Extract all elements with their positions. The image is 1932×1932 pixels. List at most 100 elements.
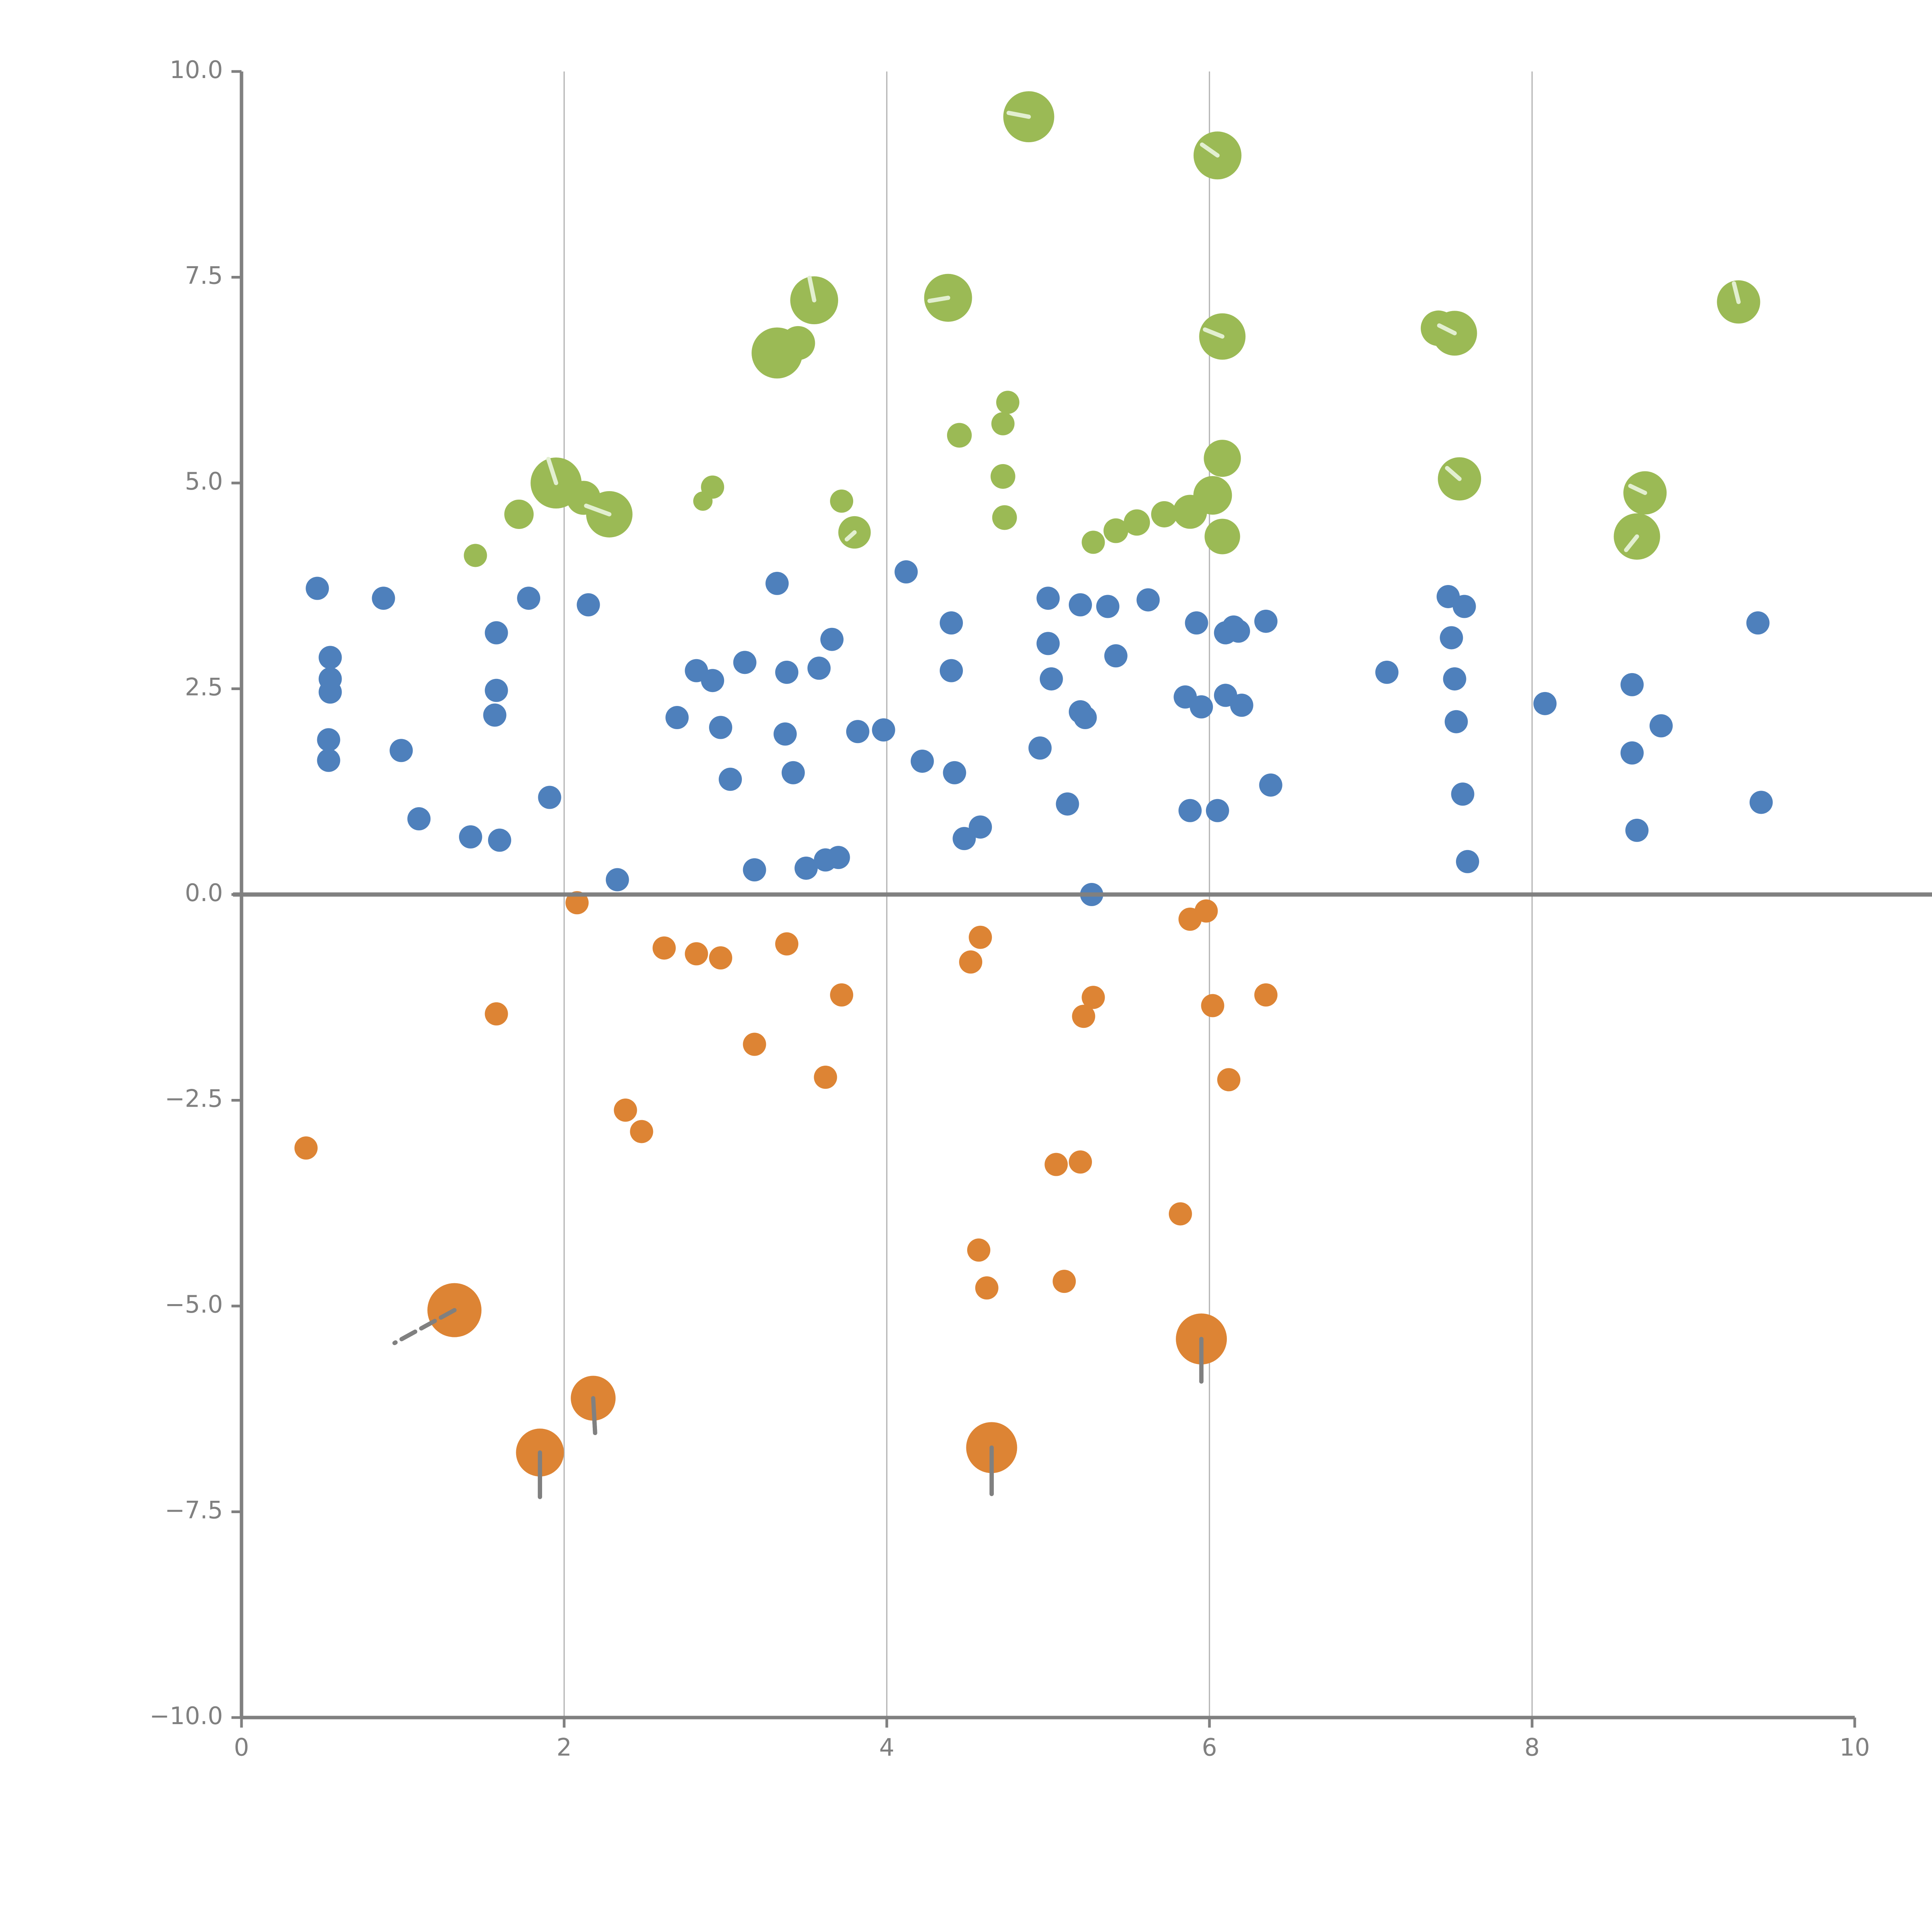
- data-point[interactable]: [1650, 714, 1673, 738]
- data-point[interactable]: [1194, 899, 1218, 923]
- data-point[interactable]: [1440, 626, 1463, 650]
- data-point[interactable]: [488, 828, 511, 852]
- data-point[interactable]: [1254, 983, 1278, 1007]
- data-point[interactable]: [630, 1120, 653, 1143]
- data-point[interactable]: [990, 464, 1015, 489]
- data-point[interactable]: [1444, 710, 1468, 733]
- data-point[interactable]: [1456, 850, 1479, 873]
- data-point[interactable]: [504, 499, 534, 529]
- data-point[interactable]: [1136, 588, 1160, 612]
- data-point[interactable]: [1206, 799, 1229, 822]
- data-point[interactable]: [719, 767, 742, 791]
- data-point[interactable]: [389, 739, 413, 762]
- data-point[interactable]: [830, 983, 854, 1007]
- data-point[interactable]: [1073, 706, 1097, 730]
- data-point[interactable]: [969, 925, 992, 949]
- data-point[interactable]: [665, 706, 689, 730]
- data-point[interactable]: [1044, 1153, 1068, 1176]
- data-point[interactable]: [1103, 518, 1128, 543]
- data-point[interactable]: [975, 1276, 998, 1300]
- data-point[interactable]: [1178, 799, 1202, 822]
- data-point[interactable]: [959, 950, 983, 974]
- data-point[interactable]: [1227, 619, 1250, 643]
- data-point[interactable]: [306, 577, 329, 600]
- data-point[interactable]: [827, 846, 850, 869]
- data-point[interactable]: [996, 391, 1020, 414]
- data-point[interactable]: [1036, 632, 1060, 655]
- data-point[interactable]: [459, 825, 482, 849]
- data-point[interactable]: [1036, 587, 1060, 610]
- data-point[interactable]: [1082, 986, 1105, 1009]
- data-point[interactable]: [814, 1065, 837, 1089]
- data-point[interactable]: [1028, 736, 1052, 760]
- data-point[interactable]: [538, 786, 561, 809]
- data-point[interactable]: [1204, 440, 1241, 477]
- data-point[interactable]: [947, 423, 972, 448]
- data-point[interactable]: [1620, 673, 1644, 696]
- data-point[interactable]: [1452, 595, 1476, 618]
- data-point[interactable]: [1053, 1270, 1076, 1293]
- data-point[interactable]: [1168, 1202, 1192, 1226]
- data-point[interactable]: [830, 489, 854, 513]
- data-point[interactable]: [605, 868, 629, 891]
- data-point[interactable]: [910, 749, 934, 773]
- data-point[interactable]: [317, 728, 340, 752]
- data-point[interactable]: [943, 761, 966, 784]
- data-point[interactable]: [1443, 667, 1466, 690]
- data-point[interactable]: [1625, 818, 1649, 842]
- data-point[interactable]: [765, 571, 789, 595]
- data-point[interactable]: [969, 815, 992, 839]
- data-point[interactable]: [743, 1032, 766, 1056]
- data-point[interactable]: [1069, 1150, 1092, 1174]
- data-point[interactable]: [709, 946, 732, 970]
- data-point[interactable]: [773, 722, 797, 746]
- data-point[interactable]: [846, 720, 869, 743]
- data-point[interactable]: [781, 326, 815, 360]
- data-point[interactable]: [733, 651, 757, 674]
- data-point[interactable]: [820, 628, 844, 651]
- data-point[interactable]: [1749, 791, 1773, 814]
- data-point[interactable]: [483, 703, 507, 727]
- data-point[interactable]: [318, 646, 342, 669]
- data-point[interactable]: [807, 656, 831, 680]
- data-point[interactable]: [1096, 595, 1119, 618]
- data-point[interactable]: [775, 932, 799, 956]
- data-point[interactable]: [992, 505, 1017, 530]
- data-point[interactable]: [1451, 782, 1475, 806]
- data-point[interactable]: [701, 669, 724, 692]
- data-point[interactable]: [775, 660, 799, 684]
- data-point[interactable]: [407, 807, 431, 831]
- data-point[interactable]: [1230, 694, 1253, 717]
- data-point[interactable]: [485, 679, 508, 702]
- data-point[interactable]: [1204, 519, 1240, 554]
- data-point[interactable]: [485, 1002, 508, 1026]
- data-point[interactable]: [1185, 611, 1208, 635]
- data-point[interactable]: [940, 659, 963, 682]
- data-point[interactable]: [1746, 611, 1770, 635]
- data-point[interactable]: [1190, 695, 1213, 719]
- data-point[interactable]: [1201, 994, 1225, 1017]
- data-point[interactable]: [991, 412, 1015, 435]
- data-point[interactable]: [1072, 1005, 1095, 1028]
- data-point[interactable]: [1039, 667, 1063, 690]
- data-point[interactable]: [1069, 593, 1092, 617]
- data-point[interactable]: [872, 718, 895, 742]
- data-point[interactable]: [1104, 644, 1128, 668]
- data-point[interactable]: [577, 593, 600, 617]
- data-point[interactable]: [743, 858, 766, 882]
- data-point[interactable]: [1193, 476, 1232, 515]
- data-point[interactable]: [652, 936, 676, 960]
- data-point[interactable]: [517, 587, 541, 610]
- data-point[interactable]: [294, 1136, 318, 1160]
- data-point[interactable]: [1375, 660, 1399, 684]
- data-point[interactable]: [967, 1238, 990, 1262]
- data-point[interactable]: [614, 1099, 637, 1122]
- data-point[interactable]: [895, 560, 918, 584]
- data-point[interactable]: [709, 716, 732, 739]
- data-point[interactable]: [1217, 1068, 1241, 1092]
- data-point[interactable]: [1082, 531, 1105, 554]
- data-point[interactable]: [464, 544, 487, 567]
- data-point[interactable]: [1533, 692, 1557, 715]
- data-point[interactable]: [1259, 773, 1282, 797]
- data-point[interactable]: [1620, 741, 1644, 765]
